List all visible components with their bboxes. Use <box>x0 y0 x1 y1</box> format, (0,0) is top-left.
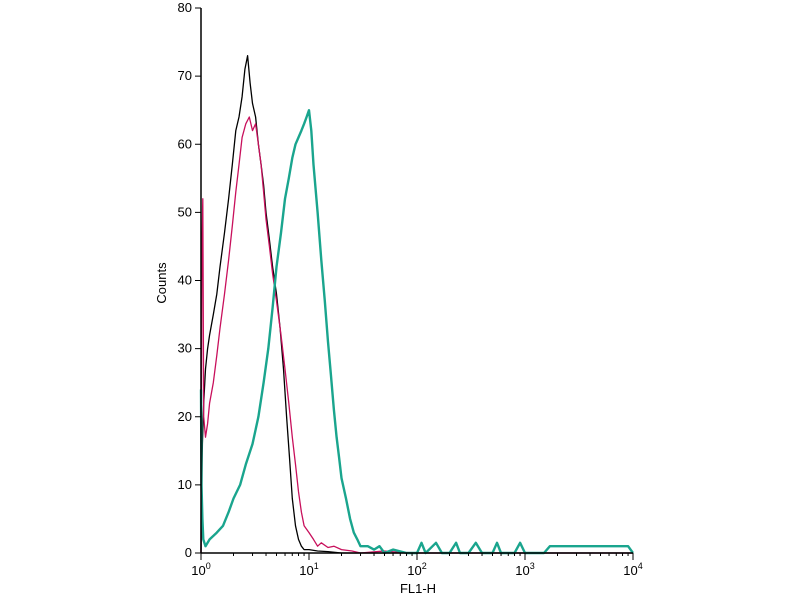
y-tick-label: 40 <box>178 273 192 288</box>
x-tick-label: 104 <box>623 561 642 578</box>
x-tick-label: 103 <box>515 561 534 578</box>
series-line-2 <box>200 116 633 554</box>
y-ticks: 0 10 20 30 40 50 60 70 80 <box>178 0 201 560</box>
x-tick-label: 100 <box>191 561 210 578</box>
x-axis-label: FL1-H <box>400 581 436 596</box>
y-tick-label: 10 <box>178 477 192 492</box>
y-tick-label: 60 <box>178 136 192 151</box>
x-tick-label: 102 <box>407 561 426 578</box>
x-ticks: 100 101 102 103 104 <box>191 553 643 578</box>
y-tick-label: 0 <box>185 545 192 560</box>
y-tick-label: 30 <box>178 341 192 356</box>
y-tick-label: 20 <box>178 409 192 424</box>
y-tick-label: 70 <box>178 68 192 83</box>
y-tick-label: 80 <box>178 0 192 15</box>
x-tick-label: 101 <box>299 561 318 578</box>
series-line-1 <box>200 55 633 554</box>
y-axis-label: Counts <box>154 262 169 304</box>
series-line-3 <box>199 108 634 555</box>
y-tick-label: 50 <box>178 204 192 219</box>
series-lines <box>199 55 634 555</box>
